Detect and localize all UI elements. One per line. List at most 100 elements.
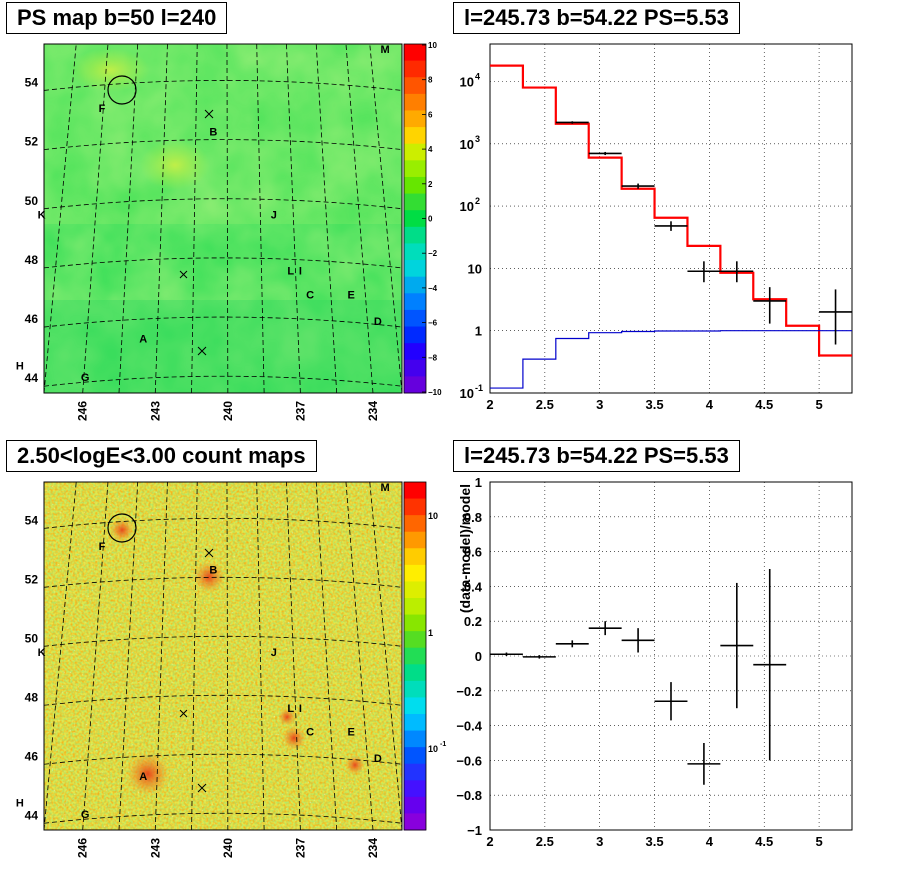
source-label-h: H (16, 360, 24, 372)
colorbar-band (404, 359, 426, 377)
spectrum-y-tick-label: 10 (460, 386, 474, 401)
residual-y-tick-label: 0 (475, 649, 482, 664)
longitude-gridline (82, 43, 109, 394)
lat-tick-label: 48 (25, 253, 39, 267)
source-label-e: E (348, 727, 355, 739)
colorbar-band (404, 598, 426, 616)
spectrum-y-tick-exponent: 2 (475, 196, 480, 206)
ps-map-cross-markers (179, 109, 214, 356)
source-label-l: L (287, 703, 294, 715)
spectrum-x-tick-label: 3.5 (646, 397, 664, 412)
spectrum-x-tick-label: 2.5 (536, 397, 554, 412)
spectrum-x-tick-label: 5 (815, 397, 822, 412)
source-label-d: D (374, 316, 382, 328)
residual-x-tick-label: 4 (706, 834, 714, 849)
count-map-title: 2.50<logE<3.00 count maps (6, 440, 317, 472)
lat-tick-label: 52 (25, 135, 39, 149)
longitude-gridline (369, 481, 403, 831)
lon-tick-label: 246 (76, 838, 90, 858)
colorbar-tick-label: 6 (428, 110, 433, 119)
lon-tick-label: 240 (221, 838, 235, 858)
colorbar-band (404, 796, 426, 814)
ps-map-frame (43, 43, 403, 394)
longitude-gridline (154, 43, 168, 394)
colorbar-band (404, 127, 426, 145)
longitude-gridline (345, 43, 374, 394)
longitude-gridline (256, 481, 265, 831)
model-source-histogram (490, 330, 852, 389)
residual-y-tick-label: 1 (475, 475, 482, 490)
colorbar-band (404, 276, 426, 294)
source-label-a: A (139, 334, 147, 346)
longitude-gridline (118, 43, 139, 394)
source-label-b: B (209, 127, 217, 139)
colorbar-band (404, 44, 426, 62)
colorbar-band (404, 376, 426, 394)
longitude-gridline (256, 43, 265, 394)
latitude-gridline (43, 635, 403, 647)
count-map-coordinate-grid (43, 481, 403, 831)
count-map-target-circle (107, 513, 137, 543)
count-map-cross-markers (179, 548, 214, 793)
latitude-gridline (43, 753, 403, 765)
colorbar-tick-label: 10 (428, 744, 438, 754)
latitude-gridline (43, 517, 403, 529)
lat-tick-label: 48 (25, 690, 39, 704)
colorbar-band (404, 93, 426, 111)
lon-tick-label: 240 (221, 401, 235, 421)
colorbar-tick-label: 8 (428, 76, 433, 85)
colorbar-band (404, 293, 426, 311)
lat-tick-label: 54 (25, 513, 39, 527)
colorbar-band (404, 813, 426, 831)
longitude-gridline (315, 481, 338, 831)
colorbar-band (404, 482, 426, 500)
lon-tick-label: 237 (293, 838, 307, 858)
latitude-gridline (43, 80, 403, 91)
lon-tick-label: 243 (148, 838, 162, 858)
latitude-gridline (43, 694, 403, 706)
source-label-m: M (380, 482, 389, 494)
residual-x-tick-label: 3 (596, 834, 603, 849)
lat-tick-label: 46 (25, 749, 39, 763)
colorbar-band (404, 647, 426, 665)
lat-tick-label: 54 (25, 75, 39, 89)
longitude-gridline (43, 43, 77, 394)
count-map-source-labels: M F B K J L IC E D A H G (16, 482, 390, 821)
longitude-gridline (43, 481, 77, 831)
source-label-g: G (81, 372, 90, 384)
colorbar-tick-label: 2 (428, 180, 433, 189)
model-total-histogram (490, 64, 852, 357)
colorbar-band (404, 548, 426, 566)
ps-map-title: PS map b=50 l=240 (6, 2, 228, 34)
longitude-gridline (226, 43, 229, 394)
residual-y-tick-label: 0.8 (464, 510, 482, 525)
count-map-frame (43, 481, 403, 831)
count-map-image (44, 482, 402, 830)
source-label-a: A (139, 771, 147, 783)
longitude-gridline (191, 43, 198, 394)
longitude-gridline (154, 481, 168, 831)
colorbar-band (404, 680, 426, 698)
source-label-i: I (299, 266, 302, 278)
colorbar-tick-label: −8 (428, 353, 438, 362)
spectrum-y-tick-exponent: 4 (475, 72, 480, 82)
residual-title: l=245.73 b=54.22 PS=5.53 (453, 440, 740, 472)
colorbar-band (404, 747, 426, 765)
lon-tick-label: 246 (76, 401, 90, 421)
source-label-e: E (348, 289, 355, 301)
lon-tick-label: 234 (366, 401, 380, 421)
longitude-gridline (118, 481, 139, 831)
colorbar-band (404, 714, 426, 732)
source-label-f: F (99, 541, 106, 553)
spectrum-y-tick-exponent: 3 (475, 134, 480, 144)
colorbar-band (404, 531, 426, 549)
spectrum-y-tick-label: 10 (468, 261, 482, 276)
latitude-gridline (43, 576, 403, 588)
spectrum-x-tick-label: 3 (596, 397, 603, 412)
source-label-k: K (38, 647, 46, 659)
colorbar-tick-label: −10 (428, 388, 442, 397)
count-map-axis-labels: 246 243 240 237 234 54 52 50 48 46 44 (25, 513, 380, 858)
colorbar-band (404, 697, 426, 715)
colorbar-band (404, 243, 426, 261)
